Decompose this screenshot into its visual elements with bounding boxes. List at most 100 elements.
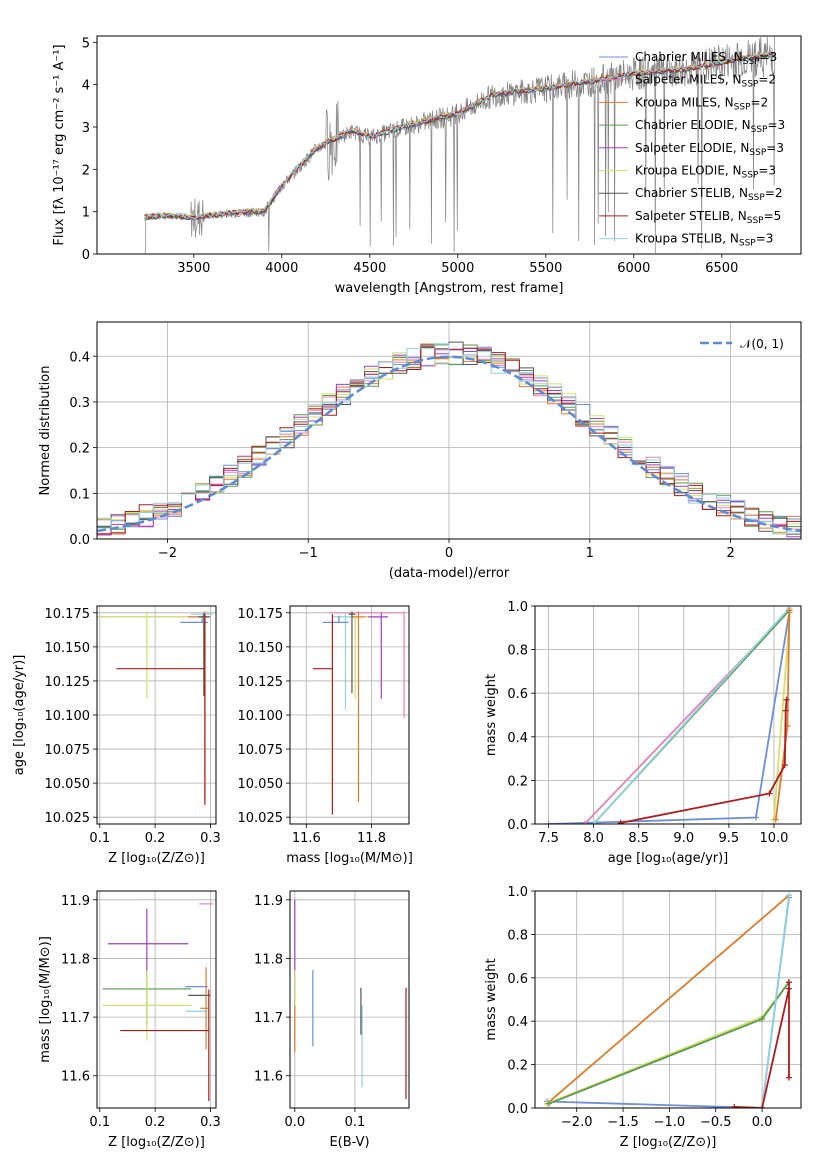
- data-point: [108, 908, 189, 974]
- model-spectrum: [144, 52, 775, 219]
- panel-massweight-vs-Z: −2.0 −1.5 −1.0 −0.5 0.0 0.0 0.2 0.4 0.6 0.8 1.0 Z […: [484, 885, 802, 1150]
- x-tick-label: −1.0: [654, 1115, 686, 1130]
- y-tick-label: 4: [82, 79, 90, 94]
- series-line: [548, 612, 791, 824]
- data-point: [348, 611, 356, 694]
- y-axis-label: Normed distribution: [38, 366, 53, 496]
- y-axis-label: Flux [fλ 10⁻¹⁷ erg cm⁻² s⁻¹ A⁻¹]: [52, 44, 67, 245]
- series-marker: [759, 1105, 766, 1108]
- y-tick-label: 0.0: [69, 533, 90, 548]
- series-line: [734, 982, 790, 1108]
- x-tick-label: 8.5: [628, 831, 649, 846]
- legend-entry: Chabrier STELIB, NSSP=2: [635, 186, 783, 203]
- data-point: [191, 611, 214, 615]
- axes-frame: [534, 890, 802, 1109]
- series-marker: [581, 821, 588, 824]
- series-marker: [545, 1100, 552, 1107]
- series-marker: [752, 814, 759, 821]
- data-point: [97, 612, 211, 618]
- plot-area: [97, 891, 216, 1108]
- data-point: [332, 612, 359, 710]
- x-tick-label: 9.5: [719, 831, 740, 846]
- legend-entry: Chabrier ELODIE, NSSP=3: [635, 118, 785, 135]
- x-tick-label: 0.2: [145, 831, 166, 846]
- series-marker: [759, 1016, 766, 1023]
- panel-spectrum: 3500 4000 4500 5000 5500 6000 6500 0 1 2 3 4 5 wavele…: [52, 35, 802, 296]
- x-tick-label: 2: [726, 546, 734, 561]
- y-tick-label: 10.125: [238, 675, 284, 690]
- y-tick-label: 0.1: [69, 487, 90, 502]
- x-tick-label: 0.0: [284, 1115, 305, 1130]
- data-point: [351, 611, 365, 803]
- y-tick-label: 11.8: [254, 952, 283, 967]
- plot-area: [97, 606, 216, 824]
- y-tick-label: 11.8: [61, 952, 90, 967]
- data-point: [188, 611, 211, 801]
- y-tick-label: 11.9: [61, 894, 90, 909]
- y-axis-label: age [log₁₀(age/yr)]: [12, 655, 27, 776]
- data-point: [102, 970, 192, 1041]
- y-tick-label: 0.2: [507, 774, 528, 789]
- y-tick-label: 11.6: [254, 1070, 283, 1085]
- x-tick-label: 5500: [529, 261, 562, 276]
- x-tick-label: 4500: [353, 261, 386, 276]
- y-tick-label: 3: [82, 121, 90, 136]
- y-tick-label: 0.6: [507, 687, 528, 702]
- data-point: [312, 614, 333, 815]
- y-tick-label: 0.0: [507, 1102, 528, 1117]
- axes-frame: [534, 605, 802, 825]
- data-point: [322, 615, 349, 623]
- x-tick-label: −1: [299, 546, 318, 561]
- observed-spectrum: [141, 36, 775, 254]
- series-marker: [782, 707, 789, 714]
- y-tick-label: 0.8: [507, 928, 528, 943]
- y-tick-label: 10.175: [238, 607, 284, 622]
- series-marker: [783, 696, 790, 703]
- panel-residuals: −2 −1 0 1 2 0.0 0.1 0.2 0.3 0.4 (data-model)/error…: [38, 321, 802, 581]
- y-tick-label: 10.075: [238, 743, 284, 758]
- residual-histogram: [97, 345, 801, 534]
- x-axis-label: Z [log₁₀(Z/Z⊙)]: [620, 1135, 717, 1150]
- legend-entry: Salpeter MILES, NSSP=2: [635, 73, 776, 90]
- x-tick-label: 0.3: [200, 831, 221, 846]
- data-point: [364, 612, 388, 699]
- plot-area: [290, 891, 409, 1108]
- data-point: [97, 611, 192, 699]
- x-tick-label: 0.1: [89, 1115, 110, 1130]
- axes-frame: [289, 605, 410, 825]
- x-tick-label: 0.1: [89, 831, 110, 846]
- x-tick-label: 0: [445, 546, 453, 561]
- y-tick-label: 0.4: [507, 1015, 528, 1030]
- legend-entry: Salpeter STELIB, NSSP=5: [635, 209, 781, 226]
- x-tick-label: 5000: [441, 261, 474, 276]
- y-tick-label: 0.6: [507, 972, 528, 987]
- x-tick-label: 7.5: [538, 831, 559, 846]
- y-tick-label: 0.0: [507, 818, 528, 833]
- series-line: [546, 894, 790, 1105]
- y-tick-label: 0.4: [69, 350, 90, 365]
- series-marker: [785, 985, 792, 992]
- y-tick-label: 11.6: [61, 1070, 90, 1085]
- x-tick-label: −0.5: [700, 1115, 732, 1130]
- series-line: [773, 610, 792, 820]
- series-marker: [786, 607, 793, 614]
- x-tick-label: 1: [586, 546, 594, 561]
- x-tick-label: 4000: [265, 261, 298, 276]
- y-tick-label: 10.100: [45, 709, 91, 724]
- model-spectrum: [144, 52, 775, 220]
- y-tick-label: 0.8: [507, 644, 528, 659]
- panel-mass-vs-EBV: 0.0 0.1 11.6 11.7 11.8 11.9 E(B-V): [254, 890, 410, 1150]
- x-tick-label: 0.2: [145, 1115, 166, 1130]
- y-tick-label: 11.9: [254, 894, 283, 909]
- y-tick-label: 10.025: [238, 811, 284, 826]
- series-marker: [772, 816, 779, 823]
- axes-frame: [96, 35, 802, 255]
- series-marker: [590, 821, 597, 824]
- plot-area: [97, 322, 801, 539]
- series-line: [761, 895, 790, 1108]
- x-axis-label: mass [log₁₀(M/M⊙)]: [286, 851, 413, 866]
- y-tick-label: 10.050: [45, 777, 91, 792]
- series-line: [546, 897, 790, 1108]
- x-tick-label: 6000: [617, 261, 650, 276]
- y-tick-label: 10.125: [45, 675, 91, 690]
